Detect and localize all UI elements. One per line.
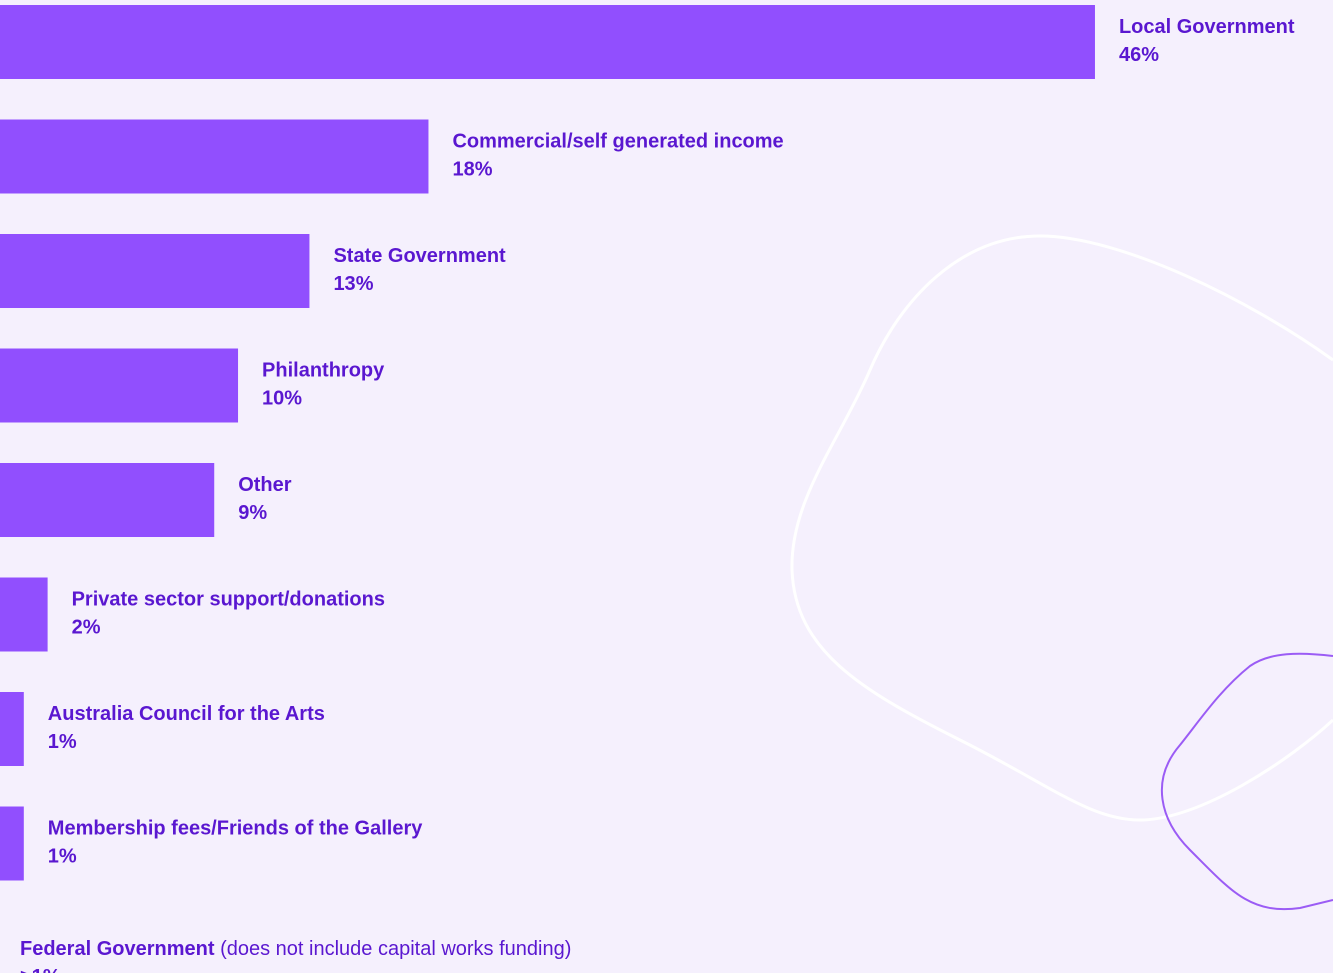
value-label: >1% [20, 966, 61, 973]
value-label: 1% [48, 731, 77, 753]
category-name: Other [238, 474, 292, 496]
category-label: Australia Council for the Arts [48, 703, 325, 725]
category-name: Commercial/self generated income [452, 131, 783, 153]
category-name: Membership fees/Friends of the Gallery [48, 818, 423, 840]
category-name: Philanthropy [262, 360, 385, 382]
value-label: 10% [262, 388, 302, 410]
value-number: 46 [1119, 44, 1141, 66]
value-label: 13% [333, 273, 373, 295]
category-label: Commercial/self generated income [452, 131, 783, 153]
bar [0, 234, 310, 308]
value-unit: % [475, 159, 493, 181]
value-label: 1% [48, 846, 77, 868]
value-label: 9% [238, 502, 267, 524]
category-label: Membership fees/Friends of the Gallery [48, 818, 423, 840]
value-unit: % [83, 617, 101, 639]
value-unit: % [249, 502, 267, 524]
value-number: 1 [48, 846, 59, 868]
category-label: Private sector support/donations [72, 589, 385, 611]
value-unit: % [59, 731, 77, 753]
bar [0, 463, 215, 537]
value-number: 1 [48, 731, 59, 753]
category-label: Other [238, 474, 292, 496]
bar [0, 119, 429, 194]
bar [0, 5, 1095, 79]
value-label: 18% [452, 159, 492, 181]
category-name: Australia Council for the Arts [48, 703, 325, 725]
category-name: Private sector support/donations [72, 589, 385, 611]
bar [0, 692, 24, 766]
value-unit: % [284, 388, 302, 410]
category-label: State Government [333, 245, 506, 267]
decor-purple-blob [1160, 652, 1333, 911]
bar [0, 348, 239, 423]
category-label: Local Government [1119, 16, 1295, 38]
bar [0, 806, 24, 881]
value-unit: % [356, 273, 374, 295]
category-label: Philanthropy [262, 360, 385, 382]
value-number: >1 [20, 966, 43, 973]
value-number: 18 [452, 159, 474, 181]
bar [0, 577, 48, 652]
category-note: (does not include capital works funding) [220, 938, 571, 960]
value-label: 2% [72, 617, 101, 639]
value-number: 13 [333, 273, 355, 295]
category-name: Local Government [1119, 16, 1295, 38]
category-name: Federal Government [20, 938, 215, 960]
decor-white-blob [790, 234, 1333, 822]
value-number: 9 [238, 502, 249, 524]
category-name: State Government [333, 245, 506, 267]
value-unit: % [1141, 44, 1159, 66]
value-unit: % [59, 846, 77, 868]
value-number: 10 [262, 388, 284, 410]
value-number: 2 [72, 617, 83, 639]
value-label: 46% [1119, 44, 1159, 66]
category-label: Federal Government (does not include cap… [20, 938, 571, 960]
value-unit: % [43, 966, 61, 973]
